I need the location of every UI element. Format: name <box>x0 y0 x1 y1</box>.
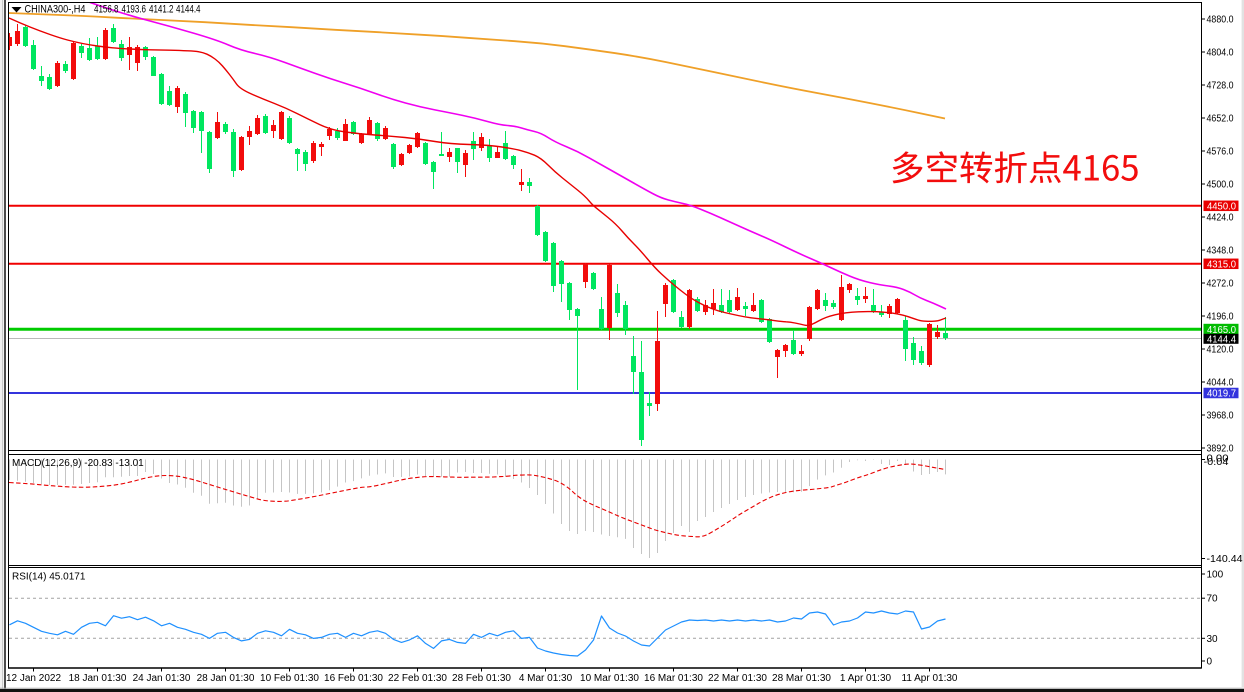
svg-text:4144.4: 4144.4 <box>1207 334 1236 345</box>
svg-text:4193.6: 4193.6 <box>122 4 147 16</box>
svg-text:4728.0: 4728.0 <box>1207 81 1234 92</box>
svg-text:4804.0: 4804.0 <box>1207 48 1234 59</box>
svg-text:4272.0: 4272.0 <box>1207 278 1234 289</box>
svg-text:4315.0: 4315.0 <box>1207 259 1236 270</box>
svg-text:4120.0: 4120.0 <box>1207 344 1234 355</box>
svg-text:4156.8: 4156.8 <box>94 4 119 16</box>
svg-text:18 Jan 01:30: 18 Jan 01:30 <box>69 673 127 684</box>
svg-text:4576.0: 4576.0 <box>1207 147 1234 158</box>
svg-text:0: 0 <box>1207 657 1213 668</box>
svg-text:4165.0: 4165.0 <box>1207 325 1236 336</box>
svg-text:3892.0: 3892.0 <box>1207 443 1234 454</box>
svg-text:10 Mar 01:30: 10 Mar 01:30 <box>580 673 639 684</box>
svg-text:70: 70 <box>1207 594 1219 605</box>
svg-text:4880.0: 4880.0 <box>1207 15 1234 26</box>
svg-text:22 Mar 01:30: 22 Mar 01:30 <box>708 673 767 684</box>
svg-text:4196.0: 4196.0 <box>1207 311 1234 322</box>
svg-text:-0.04: -0.04 <box>1204 457 1229 468</box>
svg-text:1 Apr 01:30: 1 Apr 01:30 <box>840 673 892 684</box>
svg-text:3968.0: 3968.0 <box>1207 410 1234 421</box>
svg-text:4 Mar 01:30: 4 Mar 01:30 <box>519 673 573 684</box>
svg-text:MACD(12,26,9) -20.83 -13.01: MACD(12,26,9) -20.83 -13.01 <box>12 458 144 469</box>
svg-text:4450.0: 4450.0 <box>1207 201 1236 212</box>
svg-text:22 Feb 01:30: 22 Feb 01:30 <box>388 673 447 684</box>
svg-text:30: 30 <box>1207 634 1219 645</box>
svg-text:4019.7: 4019.7 <box>1207 389 1236 400</box>
svg-text:4500.0: 4500.0 <box>1207 180 1234 191</box>
svg-text:RSI(14) 45.0171: RSI(14) 45.0171 <box>12 572 86 583</box>
svg-text:28 Feb 01:30: 28 Feb 01:30 <box>452 673 511 684</box>
svg-text:CHINA300-,H4: CHINA300-,H4 <box>25 4 86 16</box>
svg-text:-140.44: -140.44 <box>1207 554 1243 565</box>
svg-text:11 Apr 01:30: 11 Apr 01:30 <box>902 673 958 684</box>
svg-text:28 Mar 01:30: 28 Mar 01:30 <box>772 673 831 684</box>
svg-text:4424.0: 4424.0 <box>1207 213 1234 224</box>
svg-text:0.00: 0.00 <box>1207 454 1229 465</box>
svg-text:4348.0: 4348.0 <box>1207 245 1234 256</box>
svg-text:4141.2: 4141.2 <box>149 4 174 16</box>
svg-text:4044.0: 4044.0 <box>1207 377 1234 388</box>
svg-text:28 Jan 01:30: 28 Jan 01:30 <box>197 673 255 684</box>
svg-text:24 Jan 01:30: 24 Jan 01:30 <box>133 673 191 684</box>
svg-text:12 Jan 2022: 12 Jan 2022 <box>6 673 61 684</box>
svg-text:4652.0: 4652.0 <box>1207 114 1234 125</box>
svg-text:100: 100 <box>1207 570 1224 581</box>
svg-text:16 Feb 01:30: 16 Feb 01:30 <box>324 673 383 684</box>
svg-text:10 Feb 01:30: 10 Feb 01:30 <box>260 673 319 684</box>
svg-text:4144.4: 4144.4 <box>176 4 201 16</box>
svg-text:16 Mar 01:30: 16 Mar 01:30 <box>644 673 703 684</box>
